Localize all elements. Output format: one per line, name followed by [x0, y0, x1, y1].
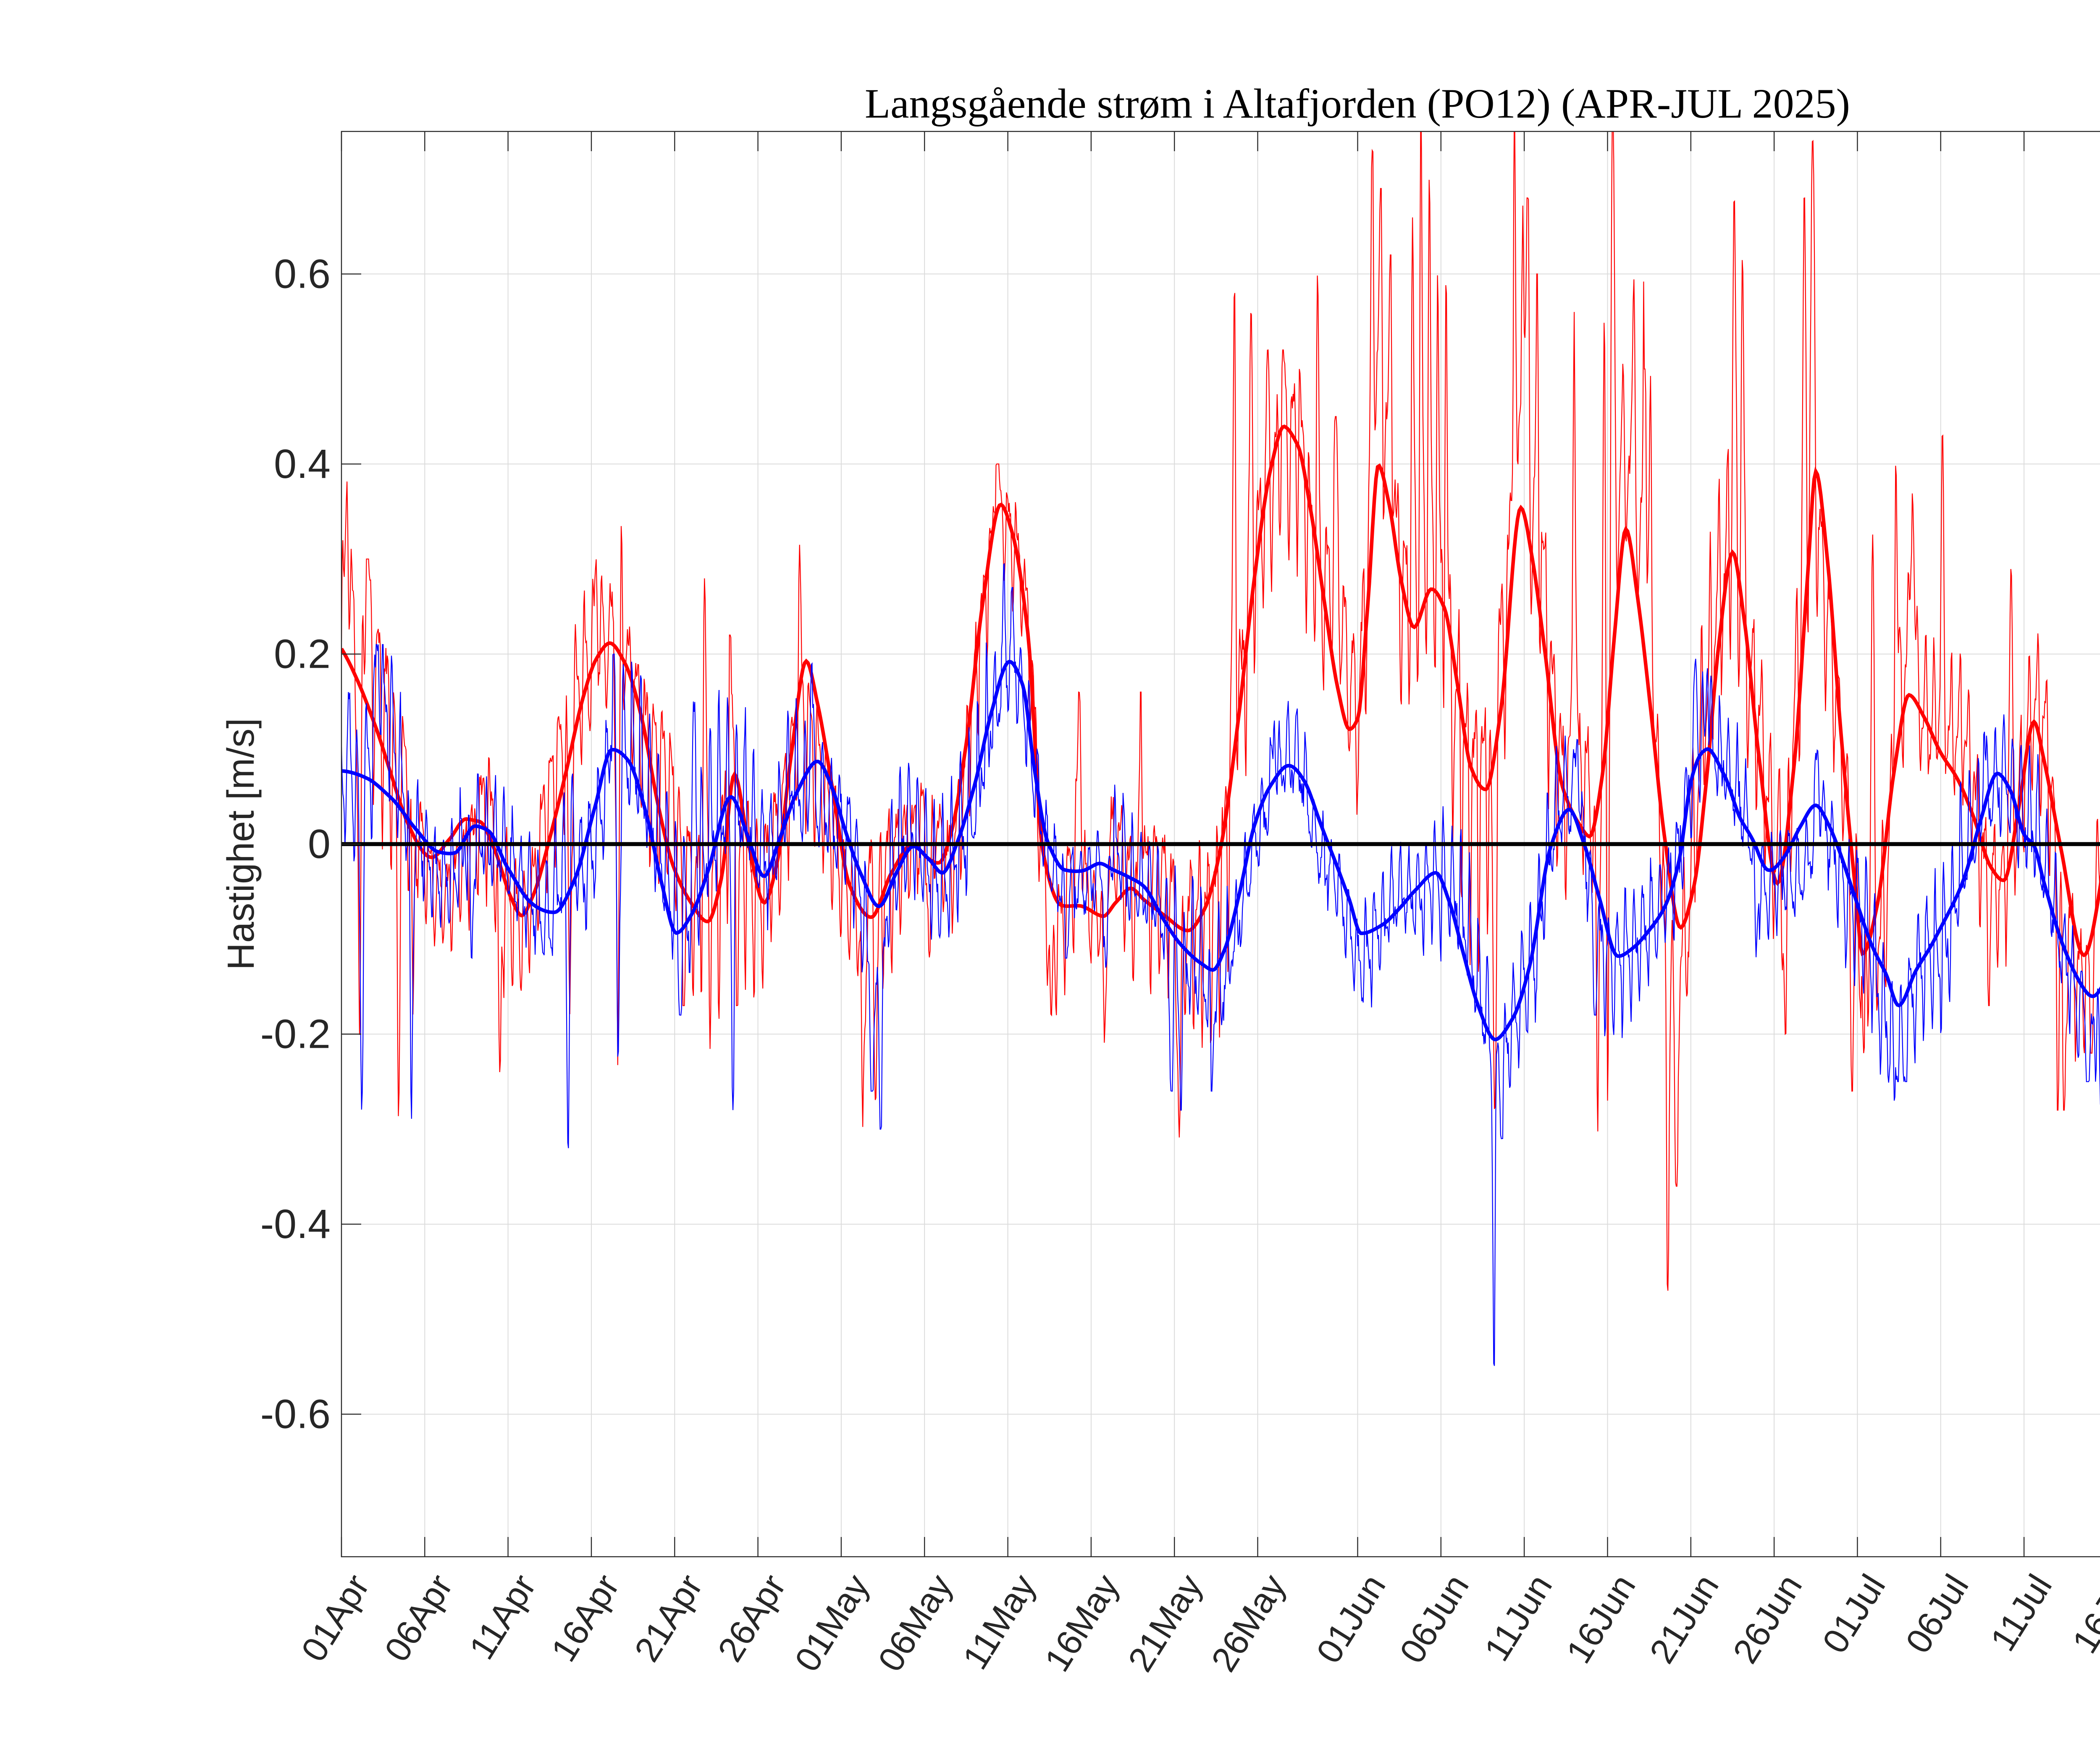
- svg-text:-0.6: -0.6: [260, 1391, 331, 1437]
- svg-text:0.6: 0.6: [274, 251, 331, 296]
- svg-text:Langsgående strøm i Altafjorde: Langsgående strøm i Altafjorden (PO12) (…: [865, 80, 1850, 127]
- svg-text:Hastighet [m/s]: Hastighet [m/s]: [220, 718, 262, 970]
- svg-text:0.4: 0.4: [274, 441, 331, 487]
- svg-text:-0.2: -0.2: [260, 1011, 331, 1057]
- svg-text:-0.4: -0.4: [260, 1201, 331, 1247]
- svg-text:0.2: 0.2: [274, 631, 331, 677]
- svg-text:0: 0: [308, 821, 331, 867]
